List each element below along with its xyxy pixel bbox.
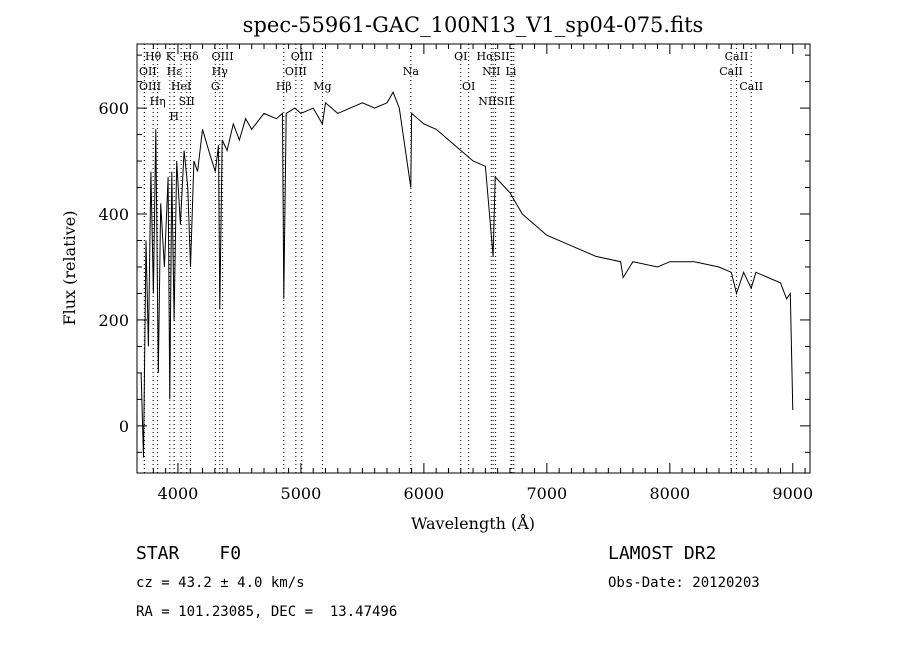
line-marker-label: OI [454, 50, 467, 63]
line-marker-label: OIII [139, 80, 161, 93]
survey-label: LAMOST DR2 [608, 543, 717, 564]
line-marker-label: Na [403, 65, 420, 78]
line-marker-label: Hθ [145, 50, 162, 63]
line-marker-label: Hε [167, 65, 183, 78]
plot-frame [136, 43, 811, 474]
y-tick-label: 0 [119, 417, 129, 436]
line-marker-label: Hγ [212, 65, 229, 78]
line-marker-label: SII [179, 95, 195, 108]
line-marker-label: OII [139, 65, 157, 78]
line-marker-label: Li [506, 65, 517, 78]
coordinates-text: RA = 101.23085, DEC = 13.47496 [136, 604, 398, 620]
x-tick-label: 5000 [281, 484, 322, 503]
spectrum-chart: spec-55961-GAC_100N13_V1_sp04-075.fits 4… [60, 13, 813, 533]
x-tick-label: 4000 [158, 484, 199, 503]
line-marker-label: G [211, 80, 220, 93]
y-tick-label: 600 [98, 99, 129, 118]
x-tick-label: 9000 [772, 484, 813, 503]
line-marker-label: OIII [291, 50, 313, 63]
y-tick-label: 400 [98, 205, 129, 224]
spectrum-line [140, 91, 794, 458]
line-marker-label: Hδ [182, 50, 199, 63]
line-marker-label: CaII [739, 80, 763, 93]
line-marker-label: K [166, 50, 175, 63]
line-marker-label: HαSII [476, 50, 509, 63]
x-tick-label: 6000 [404, 484, 445, 503]
class-text: STAR [136, 543, 180, 564]
y-tick-label: 200 [98, 311, 129, 330]
redshift-text: cz = 43.2 ± 4.0 km/s [136, 575, 305, 591]
line-marker-label: HeI [171, 80, 191, 93]
object-class: STAR F0 [136, 543, 241, 564]
line-marker-label: NII [482, 65, 500, 78]
y-axis-label: Flux (relative) [60, 211, 79, 326]
line-marker-label: Hβ [276, 80, 292, 93]
line-marker-label: CaII [719, 65, 743, 78]
line-marker-label: OIII [285, 65, 307, 78]
line-marker-label: CaII [725, 50, 749, 63]
line-marker-label: OIII [212, 50, 234, 63]
line-marker-label: NIISII [478, 95, 513, 108]
chart-title: spec-55961-GAC_100N13_V1_sp04-075.fits [243, 13, 704, 37]
x-tick-label: 8000 [649, 484, 690, 503]
line-marker-label: H [169, 110, 179, 123]
line-marker-label: Mg [313, 80, 331, 93]
x-axis-label: Wavelength (Å) [411, 513, 535, 533]
subclass-text: F0 [219, 543, 242, 564]
obs-date-text: Obs-Date: 20120203 [608, 575, 760, 591]
line-marker-label: OI [462, 80, 475, 93]
line-marker-label: Hη [150, 95, 166, 108]
x-tick-label: 7000 [526, 484, 567, 503]
